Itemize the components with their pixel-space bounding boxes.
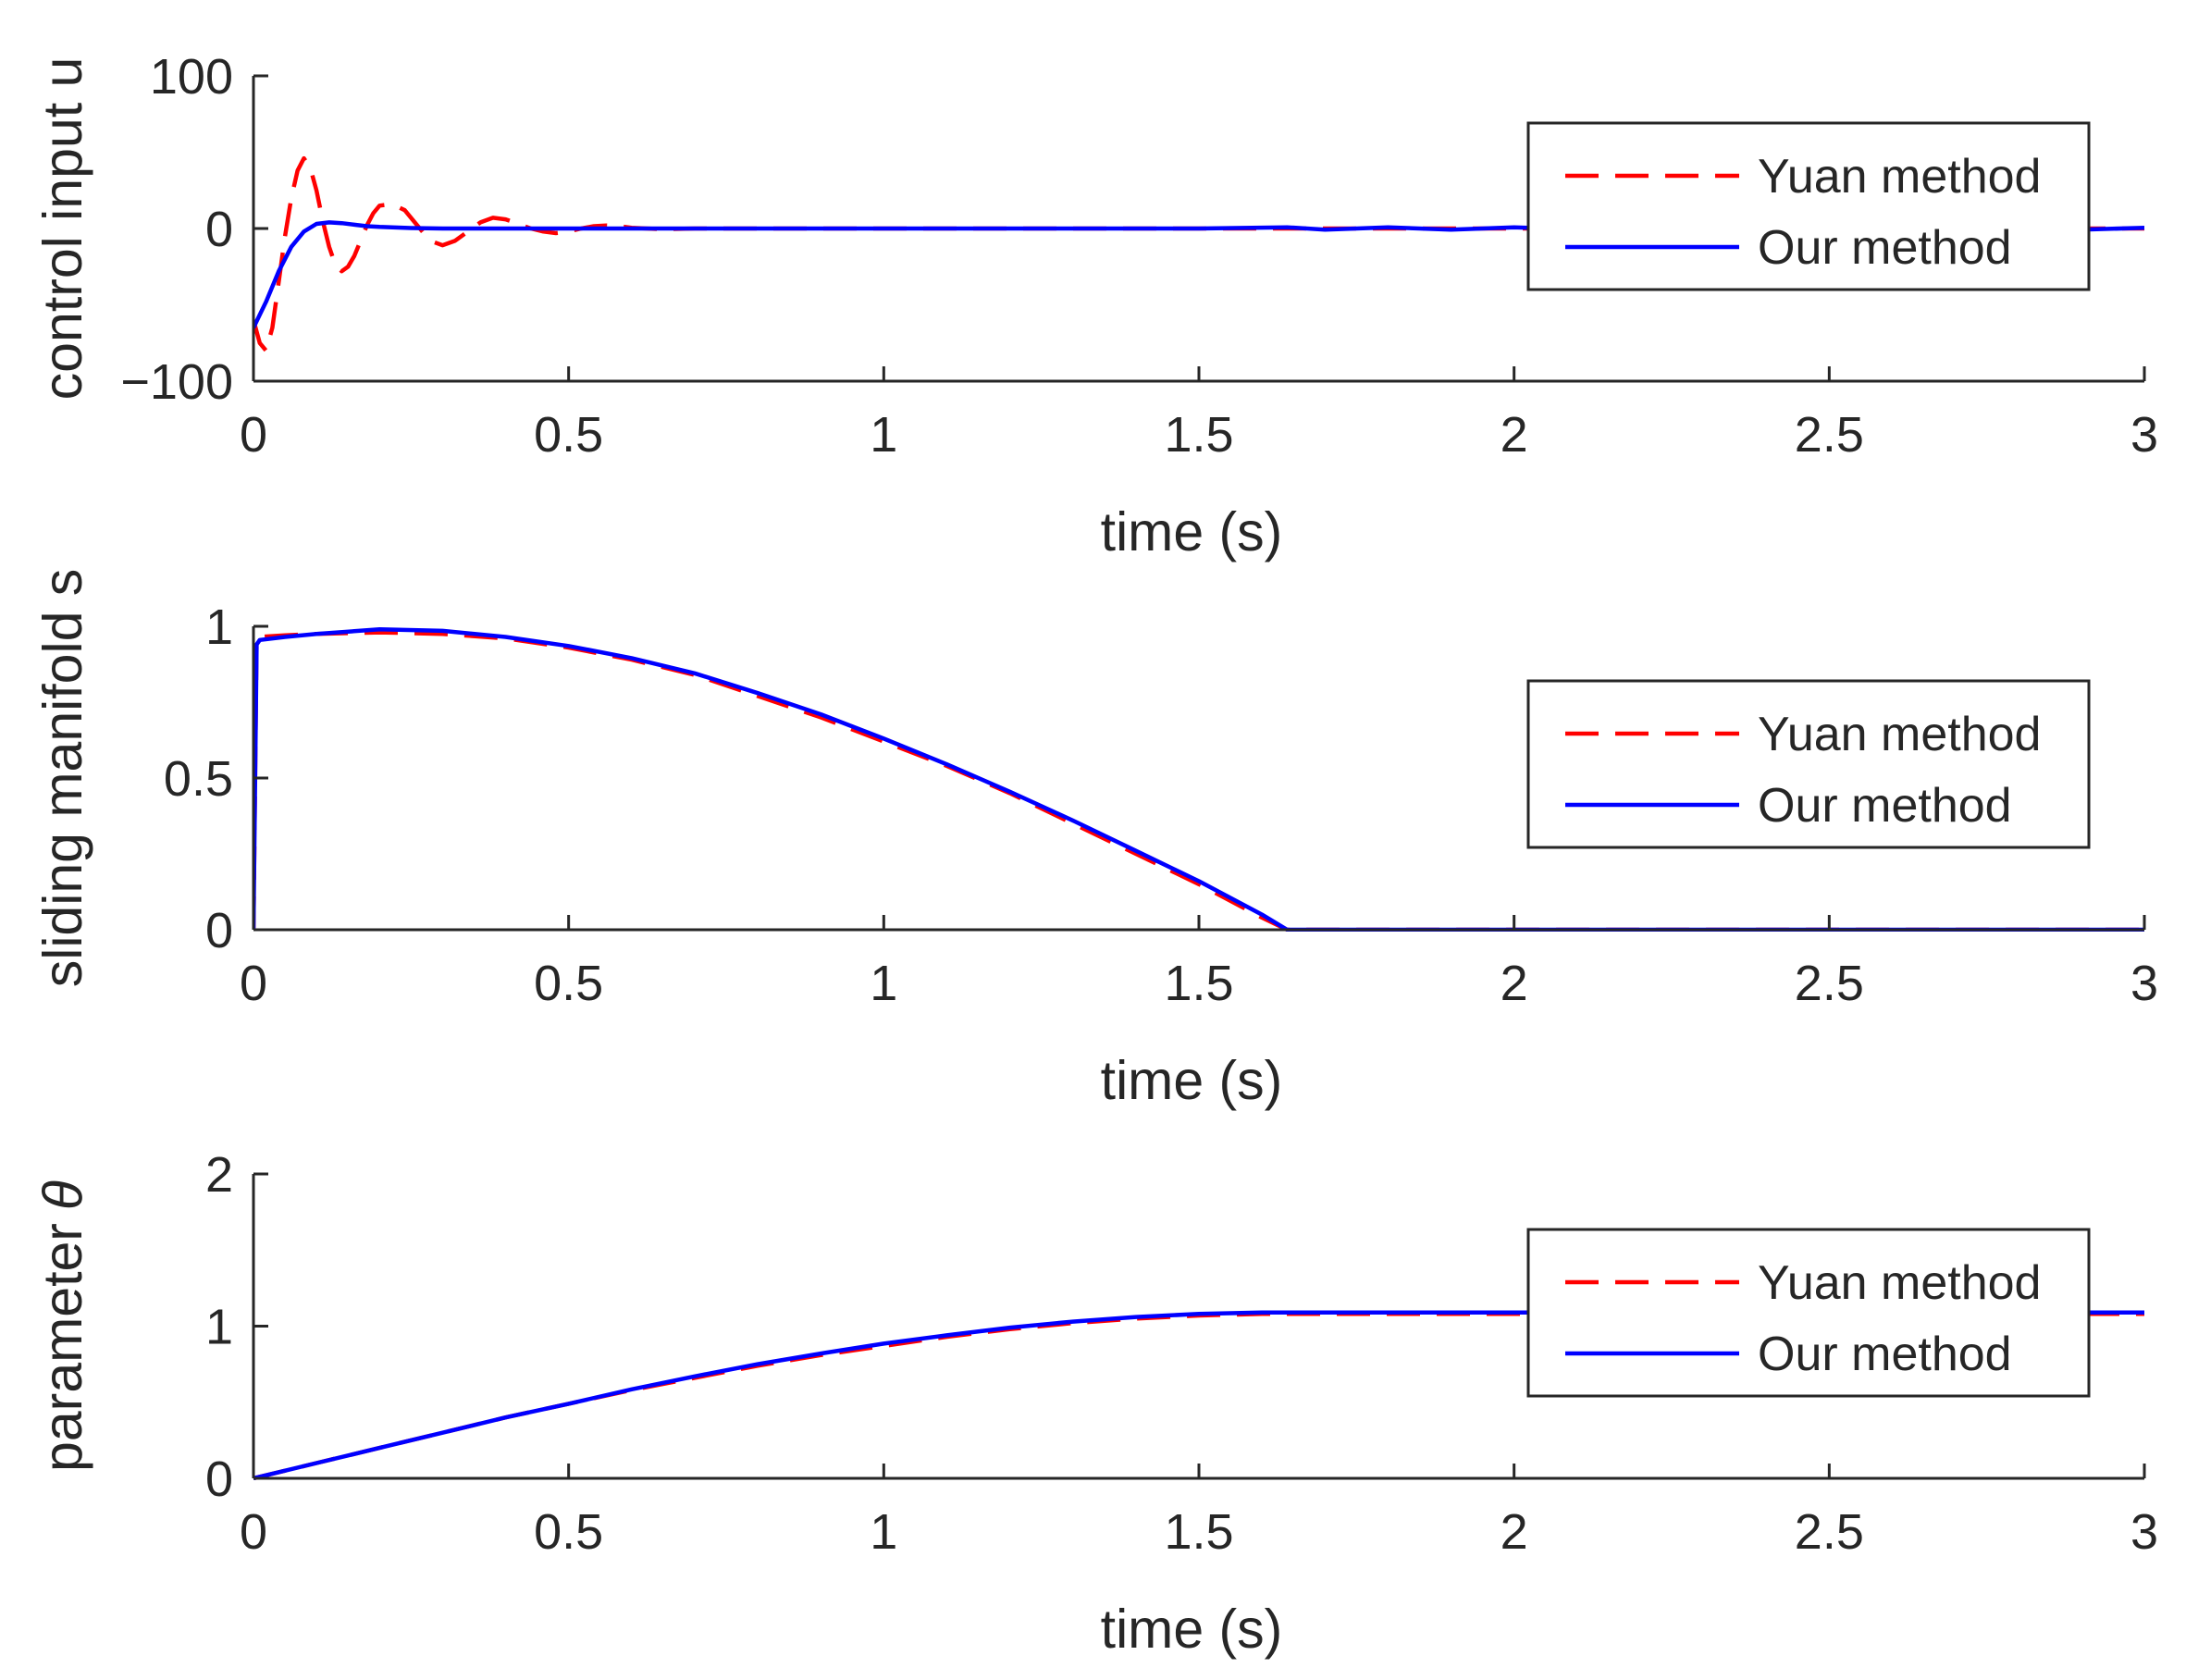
y-tick-label: 0 [205,1451,233,1507]
legend-box [1526,121,2091,291]
x-tick-label: 1 [870,956,897,1011]
legend-label: Yuan method [1758,708,2041,761]
x-tick-label: 2 [1501,956,1528,1011]
y-axis-label-text: parameter [32,1223,93,1472]
legend-label: Our method [1758,779,2012,833]
legend: Yuan method Our method [1526,679,2091,849]
series-line-our-method [253,627,2144,932]
y-axis-label: parameter θ [32,1180,93,1472]
legend-label: Yuan method [1758,150,2041,204]
legend: Yuan method Our method [1526,1228,2091,1398]
x-tick-label: 2.5 [1795,956,1864,1011]
x-tick-label: 0.5 [534,1504,603,1560]
x-tick-label: 1 [870,1504,897,1560]
x-tick-label: 0.5 [534,956,603,1011]
x-tick-label: 0.5 [534,407,603,463]
y-axis-label-symbol: θ [32,1180,93,1210]
y-tick-label: 100 [150,49,233,105]
y-tick-label: 1 [205,599,233,655]
x-axis-label: time (s) [1101,1050,1283,1111]
x-tick-label: 1 [870,407,897,463]
y-axis-label: control input u [32,57,93,401]
x-tick-label: 1.5 [1164,407,1233,463]
y-axis-label-text: control input u [32,57,93,401]
x-tick-label: 2 [1501,407,1528,463]
y-axis-label-text: sliding manifold s [32,569,93,988]
x-tick-label: 0 [240,956,267,1011]
x-tick-label: 3 [2130,956,2158,1011]
y-tick-label: 0.5 [164,751,233,807]
legend-box [1526,679,2091,849]
subplot-2: 0 0.5 1 1.5 2 2.5 3 0 0.5 1 time (s) sliding manifo… [32,569,2158,1111]
legend: Yuan method Our method [1526,121,2091,291]
x-tick-label: 1.5 [1164,956,1233,1011]
x-axis-label: time (s) [1101,501,1283,562]
x-tick-label: 2.5 [1795,407,1864,463]
x-tick-label: 3 [2130,407,2158,463]
y-tick-label: −100 [120,354,233,410]
x-axis-label: time (s) [1101,1599,1283,1660]
x-tick-label: 0 [240,1504,267,1560]
legend-box [1526,1228,2091,1398]
x-tick-label: 0 [240,407,267,463]
series-line-yuan-method [253,630,2144,932]
x-tick-label: 3 [2130,1504,2158,1560]
y-tick-label: 0 [205,202,233,257]
y-tick-label: 0 [205,903,233,958]
x-tick-label: 2.5 [1795,1504,1864,1560]
x-tick-label: 1.5 [1164,1504,1233,1560]
legend-label: Yuan method [1758,1256,2041,1310]
y-tick-label: 2 [205,1147,233,1203]
legend-label: Our method [1758,1328,2012,1381]
x-tick-label: 2 [1501,1504,1528,1560]
y-axis-label: sliding manifold s [32,569,93,988]
subplot-3: 0 0.5 1 1.5 2 2.5 3 0 1 2 time (s) parameter θ Yuan m… [32,1147,2158,1660]
y-tick-label: 1 [205,1300,233,1355]
legend-label: Our method [1758,221,2012,275]
series-line-our-method [253,1310,2144,1480]
